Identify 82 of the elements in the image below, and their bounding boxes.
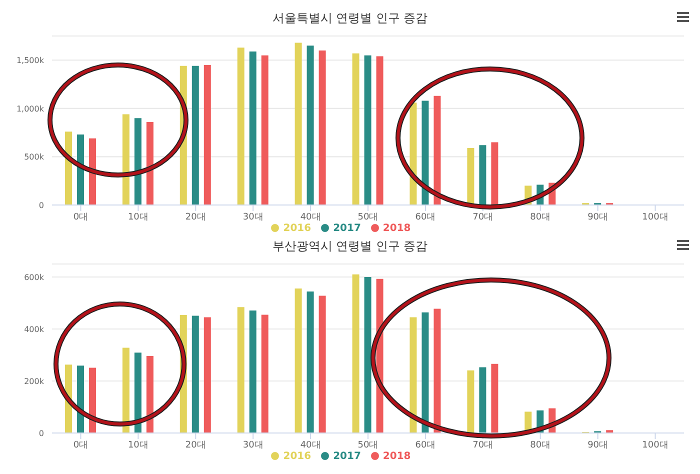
x-tick-label: 80대 — [530, 212, 551, 222]
bar — [422, 100, 429, 205]
bar — [134, 352, 142, 433]
bar — [467, 370, 474, 433]
x-tick-label: 20대 — [185, 212, 206, 222]
y-tick-label: 400k — [24, 324, 44, 334]
x-tick-label: 100대 — [642, 440, 668, 450]
bar — [237, 307, 244, 433]
bar — [77, 134, 84, 205]
bar — [410, 317, 417, 433]
x-tick-label: 40대 — [300, 440, 321, 450]
y-tick-label: 0 — [38, 200, 44, 210]
bar — [364, 55, 372, 205]
bar — [204, 317, 211, 433]
x-tick-label: 0대 — [73, 212, 88, 222]
bar — [89, 368, 96, 433]
y-tick-label: 0 — [38, 428, 44, 438]
bar — [467, 148, 474, 205]
bar — [89, 138, 96, 205]
legend-label: 2017 — [333, 451, 361, 462]
x-tick-label: 10대 — [128, 440, 148, 450]
x-tick-label: 90대 — [588, 440, 608, 450]
y-tick-label: 200k — [24, 376, 44, 386]
bar — [77, 366, 84, 433]
bar — [146, 122, 154, 205]
bar — [434, 308, 441, 433]
bar — [479, 145, 486, 205]
bar — [306, 292, 314, 433]
bar — [249, 310, 256, 433]
bar — [192, 316, 199, 433]
x-tick-label: 90대 — [588, 212, 608, 222]
bar — [491, 142, 498, 205]
legend-label: 2018 — [382, 451, 411, 462]
bar — [352, 53, 360, 205]
bar — [376, 56, 384, 205]
bar — [65, 132, 72, 205]
x-tick-label: 60대 — [415, 440, 436, 450]
x-tick-label: 30대 — [242, 212, 264, 222]
bar — [204, 64, 211, 205]
chart-title: 서울특별시 연령별 인구 증감 — [271, 10, 429, 27]
bar — [410, 102, 417, 205]
bar — [306, 46, 314, 205]
x-tick-label: 20대 — [185, 440, 206, 450]
bar — [261, 314, 268, 433]
x-tick-label: 70대 — [472, 440, 494, 450]
x-tick-label: 30대 — [242, 440, 264, 450]
x-tick-label: 50대 — [358, 440, 378, 450]
x-tick-label: 0대 — [73, 440, 88, 450]
chart-title: 부산광역시 연령별 인구 증감 — [271, 238, 429, 255]
x-tick-label: 60대 — [415, 212, 436, 222]
x-tick-label: 80대 — [530, 440, 551, 450]
bar — [422, 312, 429, 433]
bar — [261, 55, 268, 205]
bar — [479, 367, 486, 433]
bar — [491, 364, 498, 433]
x-tick-label: 10대 — [128, 212, 148, 222]
bar — [352, 274, 360, 433]
legend-label: 2016 — [283, 223, 312, 234]
bar — [192, 66, 199, 205]
bar — [294, 288, 302, 433]
bar — [122, 348, 130, 433]
y-tick-label: 1,500k — [16, 56, 44, 65]
y-tick-label: 600k — [24, 272, 44, 282]
bar — [364, 277, 372, 433]
x-tick-label: 100대 — [642, 212, 668, 222]
bar — [122, 114, 130, 205]
bar — [134, 118, 142, 205]
x-tick-label: 50대 — [358, 212, 378, 222]
bar — [294, 42, 302, 205]
legend-label: 2017 — [333, 223, 361, 234]
legend-label: 2016 — [283, 451, 312, 462]
y-tick-label: 1,000k — [16, 104, 44, 114]
bar — [249, 51, 256, 205]
bar — [146, 356, 154, 433]
x-tick-label: 40대 — [300, 212, 321, 222]
bar — [434, 96, 441, 205]
y-tick-label: 500k — [24, 152, 44, 162]
bar — [237, 48, 244, 205]
x-tick-label: 70대 — [472, 212, 494, 222]
bar — [318, 296, 326, 433]
legend-label: 2018 — [382, 223, 411, 234]
bar — [318, 50, 326, 205]
